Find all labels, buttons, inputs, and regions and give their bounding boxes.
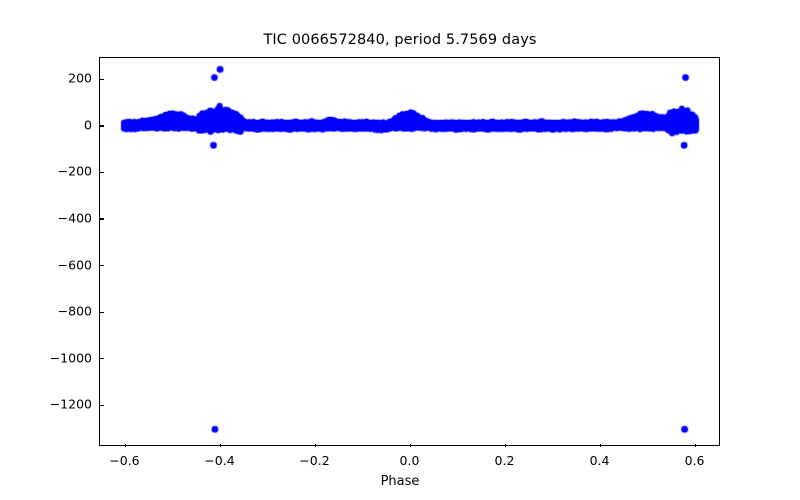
y-tick-label: −200 xyxy=(57,163,92,179)
x-tick-label: −0.2 xyxy=(299,453,330,468)
x-tick-mark xyxy=(505,443,507,447)
y-tick-label: −1000 xyxy=(49,350,92,366)
x-tick-label: −0.4 xyxy=(204,453,235,468)
x-tick-label: 0.2 xyxy=(494,453,515,468)
x-tick-mark xyxy=(124,443,127,447)
x-tick-mark xyxy=(410,443,412,447)
y-tick-label: 200 xyxy=(68,70,92,86)
y-tick-mark xyxy=(100,125,104,127)
y-tick-mark xyxy=(100,265,104,267)
x-axis-label: Phase xyxy=(380,474,420,489)
plot-axes-frame xyxy=(99,57,720,447)
x-tick-mark xyxy=(219,443,222,447)
x-tick-label: −0.6 xyxy=(109,453,140,468)
scatter-plot-area xyxy=(100,58,719,445)
x-tick-mark xyxy=(600,443,602,447)
x-tick-label: 0.6 xyxy=(684,453,705,468)
y-tick-label: −400 xyxy=(57,210,92,226)
x-tick-mark xyxy=(695,443,697,447)
y-tick-label: 0 xyxy=(84,117,92,133)
y-tick-mark xyxy=(100,171,104,174)
y-tick-mark xyxy=(100,358,104,360)
y-tick-label: −1200 xyxy=(49,396,92,412)
chart-title: TIC 0066572840, period 5.7569 days xyxy=(263,32,537,48)
y-tick-label: −800 xyxy=(57,303,92,319)
y-tick-mark xyxy=(100,78,104,80)
y-tick-mark xyxy=(100,404,104,406)
x-tick-label: 0.4 xyxy=(589,453,610,468)
x-tick-mark xyxy=(314,443,317,447)
x-tick-label: 0.0 xyxy=(399,453,420,468)
y-tick-mark xyxy=(100,218,104,220)
y-tick-mark xyxy=(100,311,104,313)
y-tick-label: −600 xyxy=(57,257,92,273)
